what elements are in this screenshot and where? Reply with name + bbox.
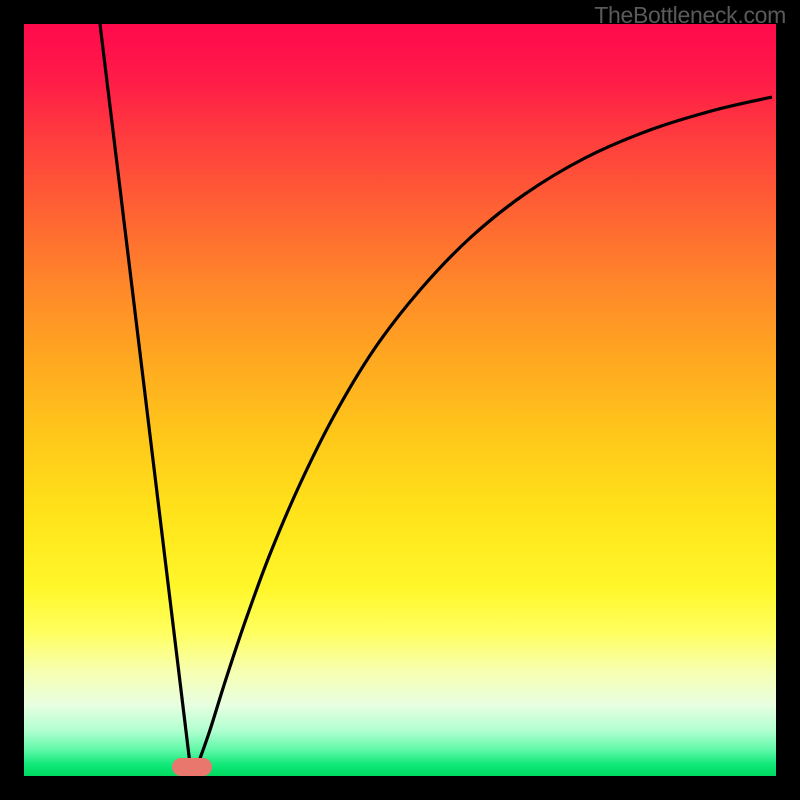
bottleneck-marker [172,758,212,776]
watermark-text: TheBottleneck.com [594,2,786,29]
chart-container: TheBottleneck.com [0,0,800,800]
curve-path-2 [198,97,772,764]
curve-overlay [0,0,800,800]
curve-path-1 [100,24,190,764]
